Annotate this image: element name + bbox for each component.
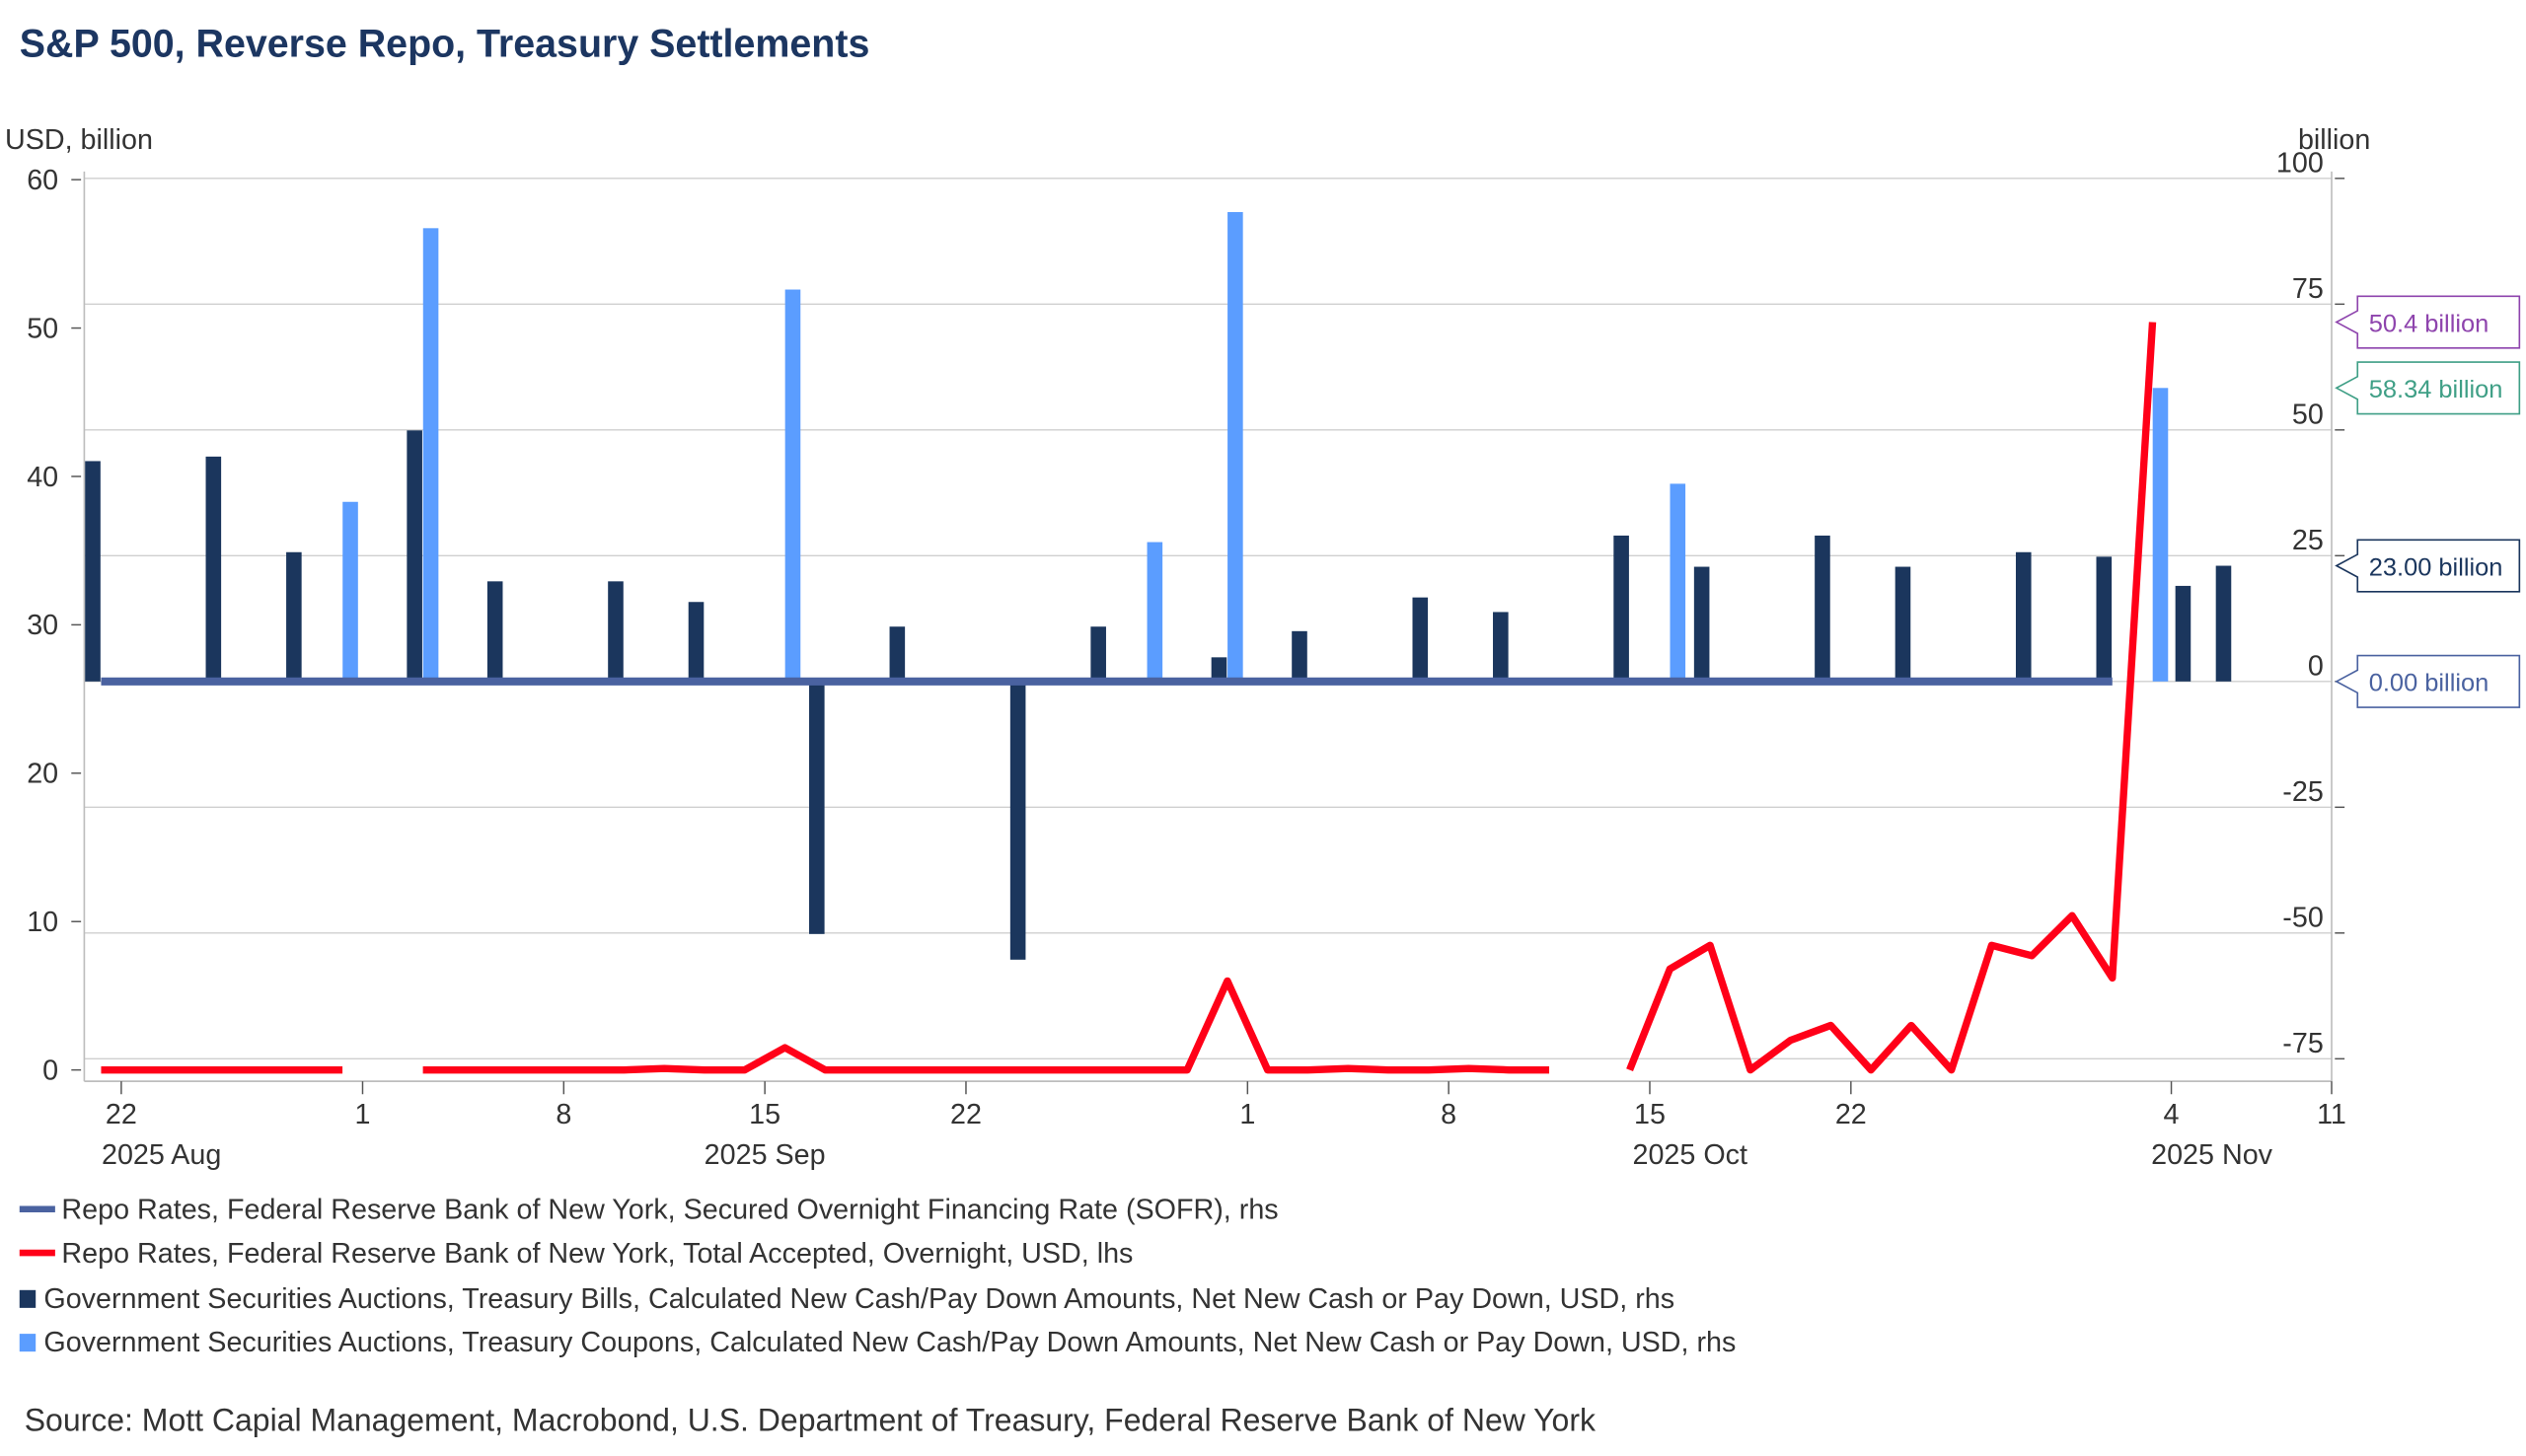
coupon-bar <box>784 289 801 682</box>
value-callout: 58.34 billion <box>2335 361 2521 415</box>
bill-bar <box>2175 585 2192 682</box>
x-tick-label: 8 <box>1441 1099 1456 1130</box>
left-tick-label: 0 <box>42 1055 58 1086</box>
coupon-bar <box>342 501 358 682</box>
left-tick-label: 60 <box>27 165 58 196</box>
right-tick-label: -75 <box>2282 1028 2324 1059</box>
value-callout-text: 23.00 billion <box>2369 553 2503 581</box>
x-tick-label: 22 <box>106 1099 137 1130</box>
x-tick-label: 15 <box>749 1099 780 1130</box>
bill-bar <box>1815 535 1830 682</box>
x-tick-label: 11 <box>2317 1099 2346 1130</box>
left-tick-label: 50 <box>27 313 58 344</box>
bill-bar <box>2096 556 2113 682</box>
right-tick-label: -25 <box>2282 776 2324 808</box>
right-tick-label: 0 <box>2308 650 2324 682</box>
bill-bar <box>85 461 101 682</box>
right-tick-label: 25 <box>2292 525 2324 556</box>
legend-item: Government Securities Auctions, Treasury… <box>19 1283 1674 1315</box>
bill-bar <box>809 681 825 934</box>
value-callout-text: 58.34 billion <box>2369 376 2503 403</box>
coupon-bar <box>422 228 439 682</box>
legend-label: Repo Rates, Federal Reserve Bank of New … <box>61 1195 1278 1226</box>
value-callout-text: 0.00 billion <box>2369 670 2489 697</box>
bill-bar <box>2215 565 2232 682</box>
x-tick-label: 22 <box>1835 1099 1867 1130</box>
value-callout: 50.4 billion <box>2335 295 2521 349</box>
right-tick-label: -50 <box>2282 902 2324 933</box>
left-tick-label: 30 <box>27 610 58 641</box>
bill-bar <box>1211 657 1227 682</box>
left-axis-label: USD, billion <box>5 124 153 156</box>
bill-bar <box>1613 535 1629 682</box>
left-tick-label: 10 <box>27 907 58 938</box>
month-label: 2025 Oct <box>1633 1139 1748 1171</box>
bill-bar <box>688 602 705 682</box>
legend-item: Repo Rates, Federal Reserve Bank of New … <box>19 1238 1133 1270</box>
value-callout: 0.00 billion <box>2335 654 2521 708</box>
x-tick-label: 15 <box>1634 1099 1666 1130</box>
legend-item: Government Securities Auctions, Treasury… <box>19 1327 1736 1358</box>
bill-bar <box>1693 566 1710 682</box>
bill-bar <box>1412 597 1429 682</box>
value-callout-text: 50.4 billion <box>2369 310 2489 337</box>
x-tick-label: 8 <box>556 1099 571 1130</box>
total-accepted-line <box>422 977 1550 1074</box>
coupon-bar <box>1670 483 1686 682</box>
month-label: 2025 Sep <box>705 1139 826 1171</box>
bill-bar <box>486 581 503 682</box>
x-tick-label: 1 <box>355 1099 371 1130</box>
legend-square-swatch <box>19 1334 37 1352</box>
month-label: 2025 Aug <box>102 1139 221 1171</box>
bill-bar <box>286 551 302 682</box>
coupon-bar <box>1227 211 1243 682</box>
x-tick-label: 4 <box>2164 1099 2180 1130</box>
month-label: 2025 Nov <box>2151 1139 2273 1171</box>
lines <box>101 322 2157 1074</box>
bill-bar <box>1090 626 1106 682</box>
right-tick-label: 100 <box>2276 147 2324 179</box>
bars <box>85 211 2232 960</box>
left-tick-label: 40 <box>27 462 58 493</box>
right-axis-label: billion <box>2298 124 2370 156</box>
bill-bar <box>608 581 624 682</box>
source-note: Source: Mott Capial Management, Macrobon… <box>25 1403 1597 1438</box>
axes: 0 10 20 30 40 50 60 -75 -50 -25 0 25 50 75 100 22 1 8 15 22… <box>27 147 2346 1171</box>
bill-bar <box>2015 551 2032 682</box>
right-tick-label: 50 <box>2292 399 2324 430</box>
bill-bar <box>1292 630 1307 682</box>
coupon-bar <box>2152 388 2169 682</box>
bill-bar <box>407 430 422 682</box>
bill-bar <box>1894 566 1911 682</box>
bill-bar <box>1493 612 1509 682</box>
legend-square-swatch <box>19 1289 37 1308</box>
left-tick-label: 20 <box>27 759 58 790</box>
legend-item: Repo Rates, Federal Reserve Bank of New … <box>19 1195 1279 1226</box>
bill-bar <box>1009 681 1026 960</box>
legend-label: Repo Rates, Federal Reserve Bank of New … <box>61 1238 1133 1270</box>
total-accepted-line <box>1626 322 2157 1074</box>
bill-bar <box>205 456 222 682</box>
bill-bar <box>889 626 906 682</box>
right-tick-label: 75 <box>2292 273 2324 305</box>
chart-title: S&P 500, Reverse Repo, Treasury Settleme… <box>20 22 870 65</box>
annotations: 50.4 billion 58.34 billion 23.00 billion 0.… <box>2335 295 2521 708</box>
legend-label: Government Securities Auctions, Treasury… <box>43 1327 1736 1358</box>
x-tick-label: 22 <box>950 1099 982 1130</box>
coupon-bar <box>1147 542 1163 682</box>
legend: Repo Rates, Federal Reserve Bank of New … <box>19 1195 1736 1358</box>
legend-label: Government Securities Auctions, Treasury… <box>43 1283 1674 1315</box>
x-tick-label: 1 <box>1239 1099 1255 1130</box>
value-callout: 23.00 billion <box>2335 539 2521 593</box>
